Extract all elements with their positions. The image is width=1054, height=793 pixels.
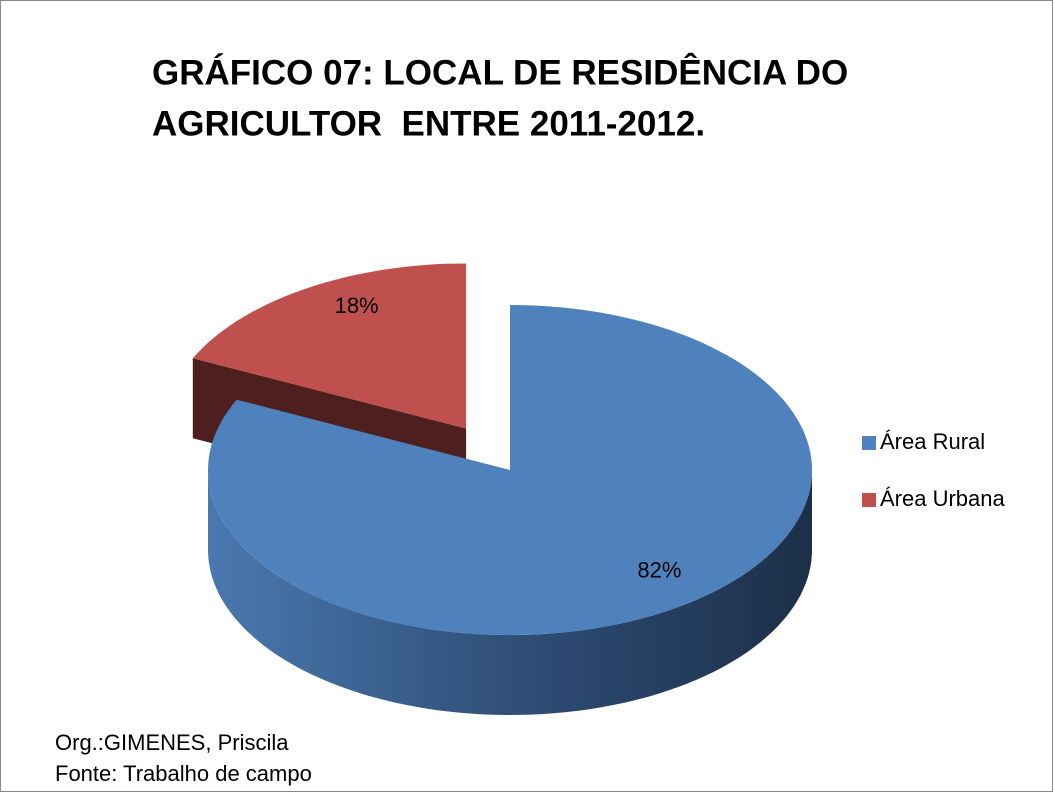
chart-title: GRÁFICO 07: LOCAL DE RESIDÊNCIA DO [152, 52, 848, 92]
legend-swatch [862, 493, 876, 507]
slice [192, 263, 467, 429]
legend-label: Área Rural [880, 429, 985, 454]
chart-title: AGRICULTOR ENTRE 2011-2012. [152, 104, 705, 143]
data-label: 18% [335, 293, 379, 318]
note: Fonte: Trabalho de campo [55, 761, 312, 786]
slice [208, 305, 812, 635]
slice-side [208, 470, 812, 715]
data-label: 82% [637, 557, 681, 582]
legend-label: Área Urbana [880, 486, 1006, 511]
note: Org.:GIMENES, Priscila [55, 730, 289, 755]
legend-swatch [862, 436, 876, 450]
